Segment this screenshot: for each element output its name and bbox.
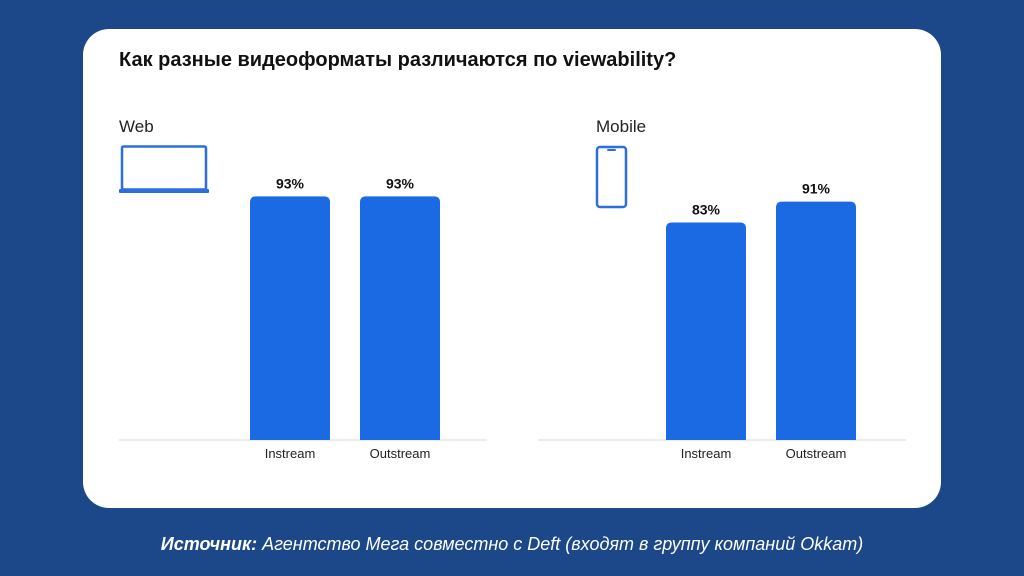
- web-value-label-0: 93%: [276, 175, 305, 191]
- mobile-value-label-1: 91%: [802, 181, 831, 197]
- mobile-bar-instream: [666, 222, 746, 440]
- source-note: Источник: Агентство Мега совместно с Def…: [0, 534, 1024, 555]
- mobile-bar-group-1: 91% Outstream: [776, 181, 856, 461]
- web-value-label-1: 93%: [386, 175, 415, 191]
- web-bar-outstream: [360, 196, 440, 440]
- web-bar-chart: 93% Instream 93% Outstream: [119, 175, 487, 461]
- mobile-bar-group-0: 83% Instream: [666, 202, 746, 461]
- mobile-category-label-0: Instream: [681, 446, 732, 461]
- web-panel-label: Web: [119, 117, 154, 136]
- chart-title: Как разные видеоформаты различаются по v…: [119, 49, 677, 71]
- chart-card: Как разные видеоформаты различаются по v…: [83, 29, 941, 508]
- web-category-label-0: Instream: [265, 446, 316, 461]
- phone-icon: [595, 145, 628, 209]
- mobile-panel-label: Mobile: [596, 117, 647, 136]
- web-bar-instream: [250, 196, 330, 440]
- mobile-bar-chart: 83% Instream 91% Outstream: [538, 181, 906, 461]
- source-label: Источник:: [160, 534, 258, 554]
- mobile-category-label-1: Outstream: [786, 446, 847, 461]
- source-text: Агентство Мега совместно с Deft (входят …: [257, 534, 864, 554]
- mobile-bar-outstream: [776, 201, 856, 440]
- web-bar-group-1: 93% Outstream: [360, 175, 440, 461]
- mobile-value-label-0: 83%: [692, 202, 721, 218]
- laptop-icon: [119, 145, 209, 193]
- web-category-label-1: Outstream: [370, 446, 431, 461]
- web-bar-group-0: 93% Instream: [250, 175, 330, 461]
